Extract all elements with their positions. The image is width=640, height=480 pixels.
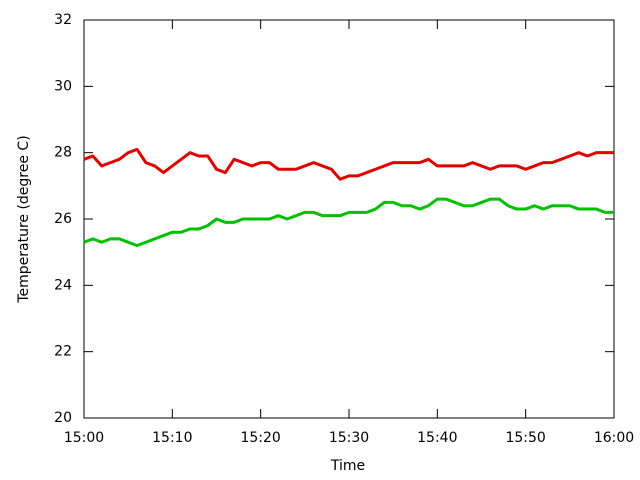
y-tick-label: 26 — [54, 211, 72, 227]
series-line — [83, 147, 614, 181]
y-tick-label: 20 — [54, 410, 72, 426]
y-tick-label: 30 — [54, 78, 72, 94]
y-axis-label: Temperature (degree C) — [16, 135, 32, 303]
x-tick-label: 15:20 — [240, 430, 280, 446]
x-tick-label: 15:30 — [329, 430, 369, 446]
x-tick-label: 15:00 — [64, 430, 104, 446]
x-tick-label: 15:40 — [417, 430, 457, 446]
plot-frame — [83, 19, 615, 419]
x-tick-label: 15:50 — [505, 430, 545, 446]
series-line — [83, 197, 614, 248]
y-tick-label: 24 — [54, 277, 72, 293]
x-tick-label: 16:00 — [594, 430, 634, 446]
y-tick-label: 22 — [54, 344, 72, 360]
y-tick-label: 28 — [54, 145, 72, 161]
x-tick-label: 15:10 — [152, 430, 192, 446]
y-tick-label: 32 — [54, 12, 72, 28]
x-axis-label: Time — [330, 458, 365, 474]
